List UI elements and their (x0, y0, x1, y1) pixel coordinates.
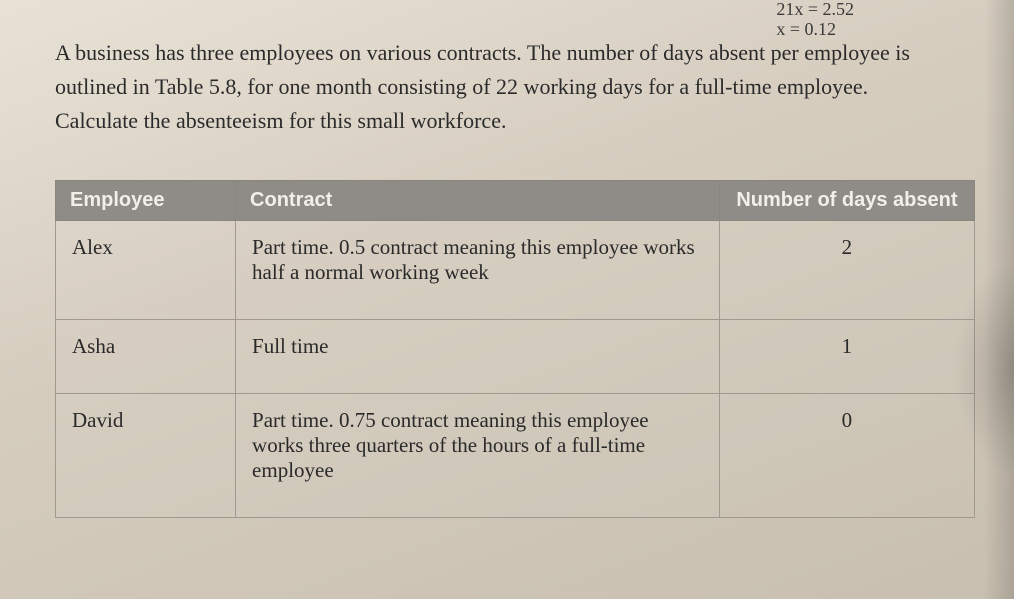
col-header-employee: Employee (56, 181, 236, 221)
cell-employee-name: David (56, 394, 236, 518)
table-row: Asha Full time 1 (56, 320, 975, 394)
cell-days-absent: 1 (719, 320, 974, 394)
col-header-contract: Contract (236, 181, 720, 221)
cell-employee-name: Asha (56, 320, 236, 394)
handwritten-working: 21x = 2.52 x = 0.12 (776, 0, 854, 40)
cell-contract: Part time. 0.75 contract meaning this em… (236, 394, 720, 518)
table-row: David Part time. 0.75 contract meaning t… (56, 394, 975, 518)
handwriting-line-2: x = 0.12 (776, 20, 854, 40)
cell-contract: Part time. 0.5 contract meaning this emp… (236, 221, 720, 320)
table-header-row: Employee Contract Number of days absent (56, 181, 975, 221)
cell-contract: Full time (236, 320, 720, 394)
table-row: Alex Part time. 0.5 contract meaning thi… (56, 221, 975, 320)
cell-days-absent: 2 (719, 221, 974, 320)
page-fold-shadow (954, 260, 1014, 479)
page: 21x = 2.52 x = 0.12 A business has three… (0, 0, 1014, 599)
absenteeism-table: Employee Contract Number of days absent … (55, 180, 975, 518)
handwriting-line-1: 21x = 2.52 (776, 0, 854, 20)
col-header-absent: Number of days absent (719, 181, 974, 221)
problem-statement: A business has three employees on variou… (55, 36, 955, 138)
cell-employee-name: Alex (56, 221, 236, 320)
cell-days-absent: 0 (719, 394, 974, 518)
